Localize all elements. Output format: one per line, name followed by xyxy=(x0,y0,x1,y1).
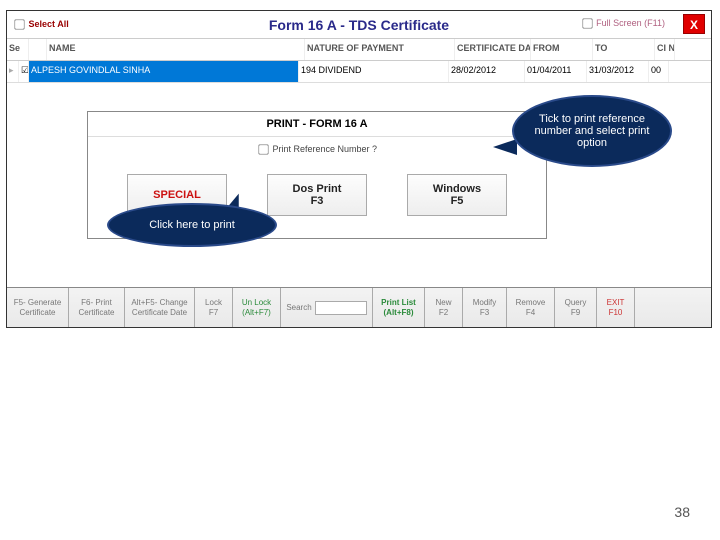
footer-toolbar: F5- GenerateCertificate F6- PrintCertifi… xyxy=(7,287,711,327)
col-ci: CI NI xyxy=(655,39,675,60)
cell-cert: 28/02/2012 xyxy=(449,61,525,82)
search-field[interactable]: Search xyxy=(281,288,373,327)
table-header: Se NAME NATURE OF PAYMENT CERTIFICATE DA… xyxy=(7,39,711,61)
btn-modify[interactable]: ModifyF3 xyxy=(463,288,507,327)
dialog-title: PRINT - FORM 16 A xyxy=(88,112,546,137)
btn-change-cert-date[interactable]: Alt+F5- ChangeCertificate Date xyxy=(125,288,195,327)
col-cert-date: CERTIFICATE DATE xyxy=(455,39,531,60)
window-title: Form 16 A - TDS Certificate xyxy=(269,17,449,33)
col-nature: NATURE OF PAYMENT xyxy=(305,39,455,60)
print-ref-checkbox[interactable]: Print Reference Number ? xyxy=(88,137,546,170)
col-check xyxy=(29,39,47,60)
btn-generate-cert[interactable]: F5- GenerateCertificate xyxy=(7,288,69,327)
dos-print-button[interactable]: Dos Print F3 xyxy=(267,174,367,216)
col-name: NAME xyxy=(47,39,305,60)
app-window: Select All Form 16 A - TDS Certificate F… xyxy=(6,10,712,328)
callout-tick-print: Tick to print reference number and selec… xyxy=(512,95,672,167)
table-row[interactable]: ▸ ☑ ALPESH GOVINDLAL SINHA 194 DIVIDEND … xyxy=(7,61,711,83)
btn-remove[interactable]: RemoveF4 xyxy=(507,288,555,327)
btn-new[interactable]: NewF2 xyxy=(425,288,463,327)
btn-query[interactable]: QueryF9 xyxy=(555,288,597,327)
cell-ci: 00 xyxy=(649,61,669,82)
col-se: Se xyxy=(7,39,29,60)
full-screen-checkbox[interactable]: Full Screen (F11) xyxy=(581,17,665,30)
select-all-checkbox[interactable]: Select All xyxy=(13,18,69,31)
page-number: 38 xyxy=(674,504,690,520)
row-marker: ▸ xyxy=(7,61,19,82)
col-to: TO xyxy=(593,39,655,60)
cell-chk[interactable]: ☑ xyxy=(19,61,29,82)
title-bar: Select All Form 16 A - TDS Certificate F… xyxy=(7,11,711,39)
cell-to: 31/03/2012 xyxy=(587,61,649,82)
callout-tail-1 xyxy=(493,139,517,155)
col-from: FROM xyxy=(531,39,593,60)
btn-exit[interactable]: EXITF10 xyxy=(597,288,635,327)
cell-from: 01/04/2011 xyxy=(525,61,587,82)
btn-lock[interactable]: LockF7 xyxy=(195,288,233,327)
close-button[interactable]: X xyxy=(683,14,705,34)
windows-print-button[interactable]: Windows F5 xyxy=(407,174,507,216)
cell-nature: 194 DIVIDEND xyxy=(299,61,449,82)
btn-print-cert[interactable]: F6- PrintCertificate xyxy=(69,288,125,327)
callout-click-print: Click here to print xyxy=(107,203,277,247)
cell-name: ALPESH GOVINDLAL SINHA xyxy=(29,61,299,82)
btn-unlock[interactable]: Un Lock(Alt+F7) xyxy=(233,288,281,327)
btn-print-list[interactable]: Print List(Alt+F8) xyxy=(373,288,425,327)
